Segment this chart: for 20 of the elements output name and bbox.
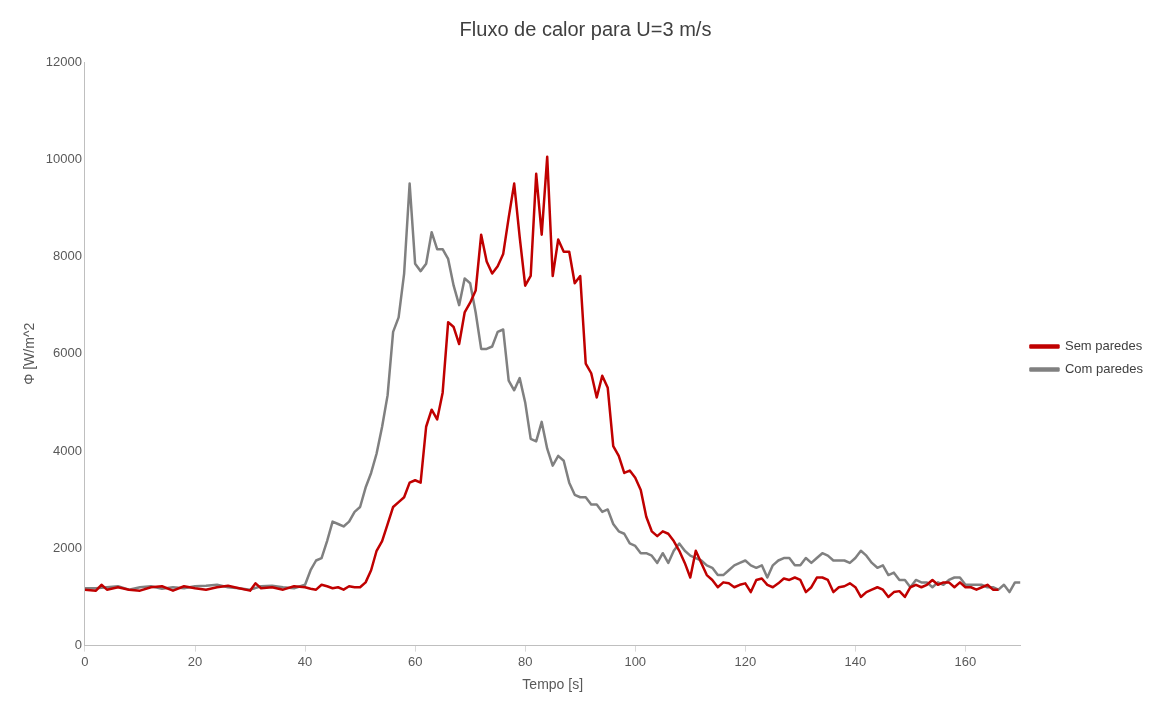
x-tick-label: 140 xyxy=(844,653,867,669)
y-tick-label: 4000 xyxy=(53,442,82,458)
x-tick-label: 20 xyxy=(187,653,203,669)
y-tick-label: 10000 xyxy=(45,150,82,166)
y-tick-label: 0 xyxy=(74,637,82,653)
x-tick-label: 60 xyxy=(407,653,423,669)
x-tick-label: 160 xyxy=(954,653,977,669)
x-tick-label: 40 xyxy=(297,653,313,669)
x-tick-label: 80 xyxy=(517,653,533,669)
y-axis-title: Φ [W/m^2 xyxy=(21,322,38,385)
legend-label: Com paredes xyxy=(1064,361,1144,377)
x-tick-label: 100 xyxy=(624,653,647,669)
legend-label: Sem paredes xyxy=(1064,338,1143,354)
y-tick-label: 6000 xyxy=(53,345,82,361)
y-tick-label: 2000 xyxy=(53,539,82,555)
x-tick-label: 120 xyxy=(734,653,757,669)
x-axis-title: Tempo [s] xyxy=(522,676,584,693)
y-tick-label: 8000 xyxy=(53,248,82,264)
y-tick-label: 12000 xyxy=(45,53,82,69)
chart-title: Fluxo de calor para U=3 m/s xyxy=(459,17,712,40)
